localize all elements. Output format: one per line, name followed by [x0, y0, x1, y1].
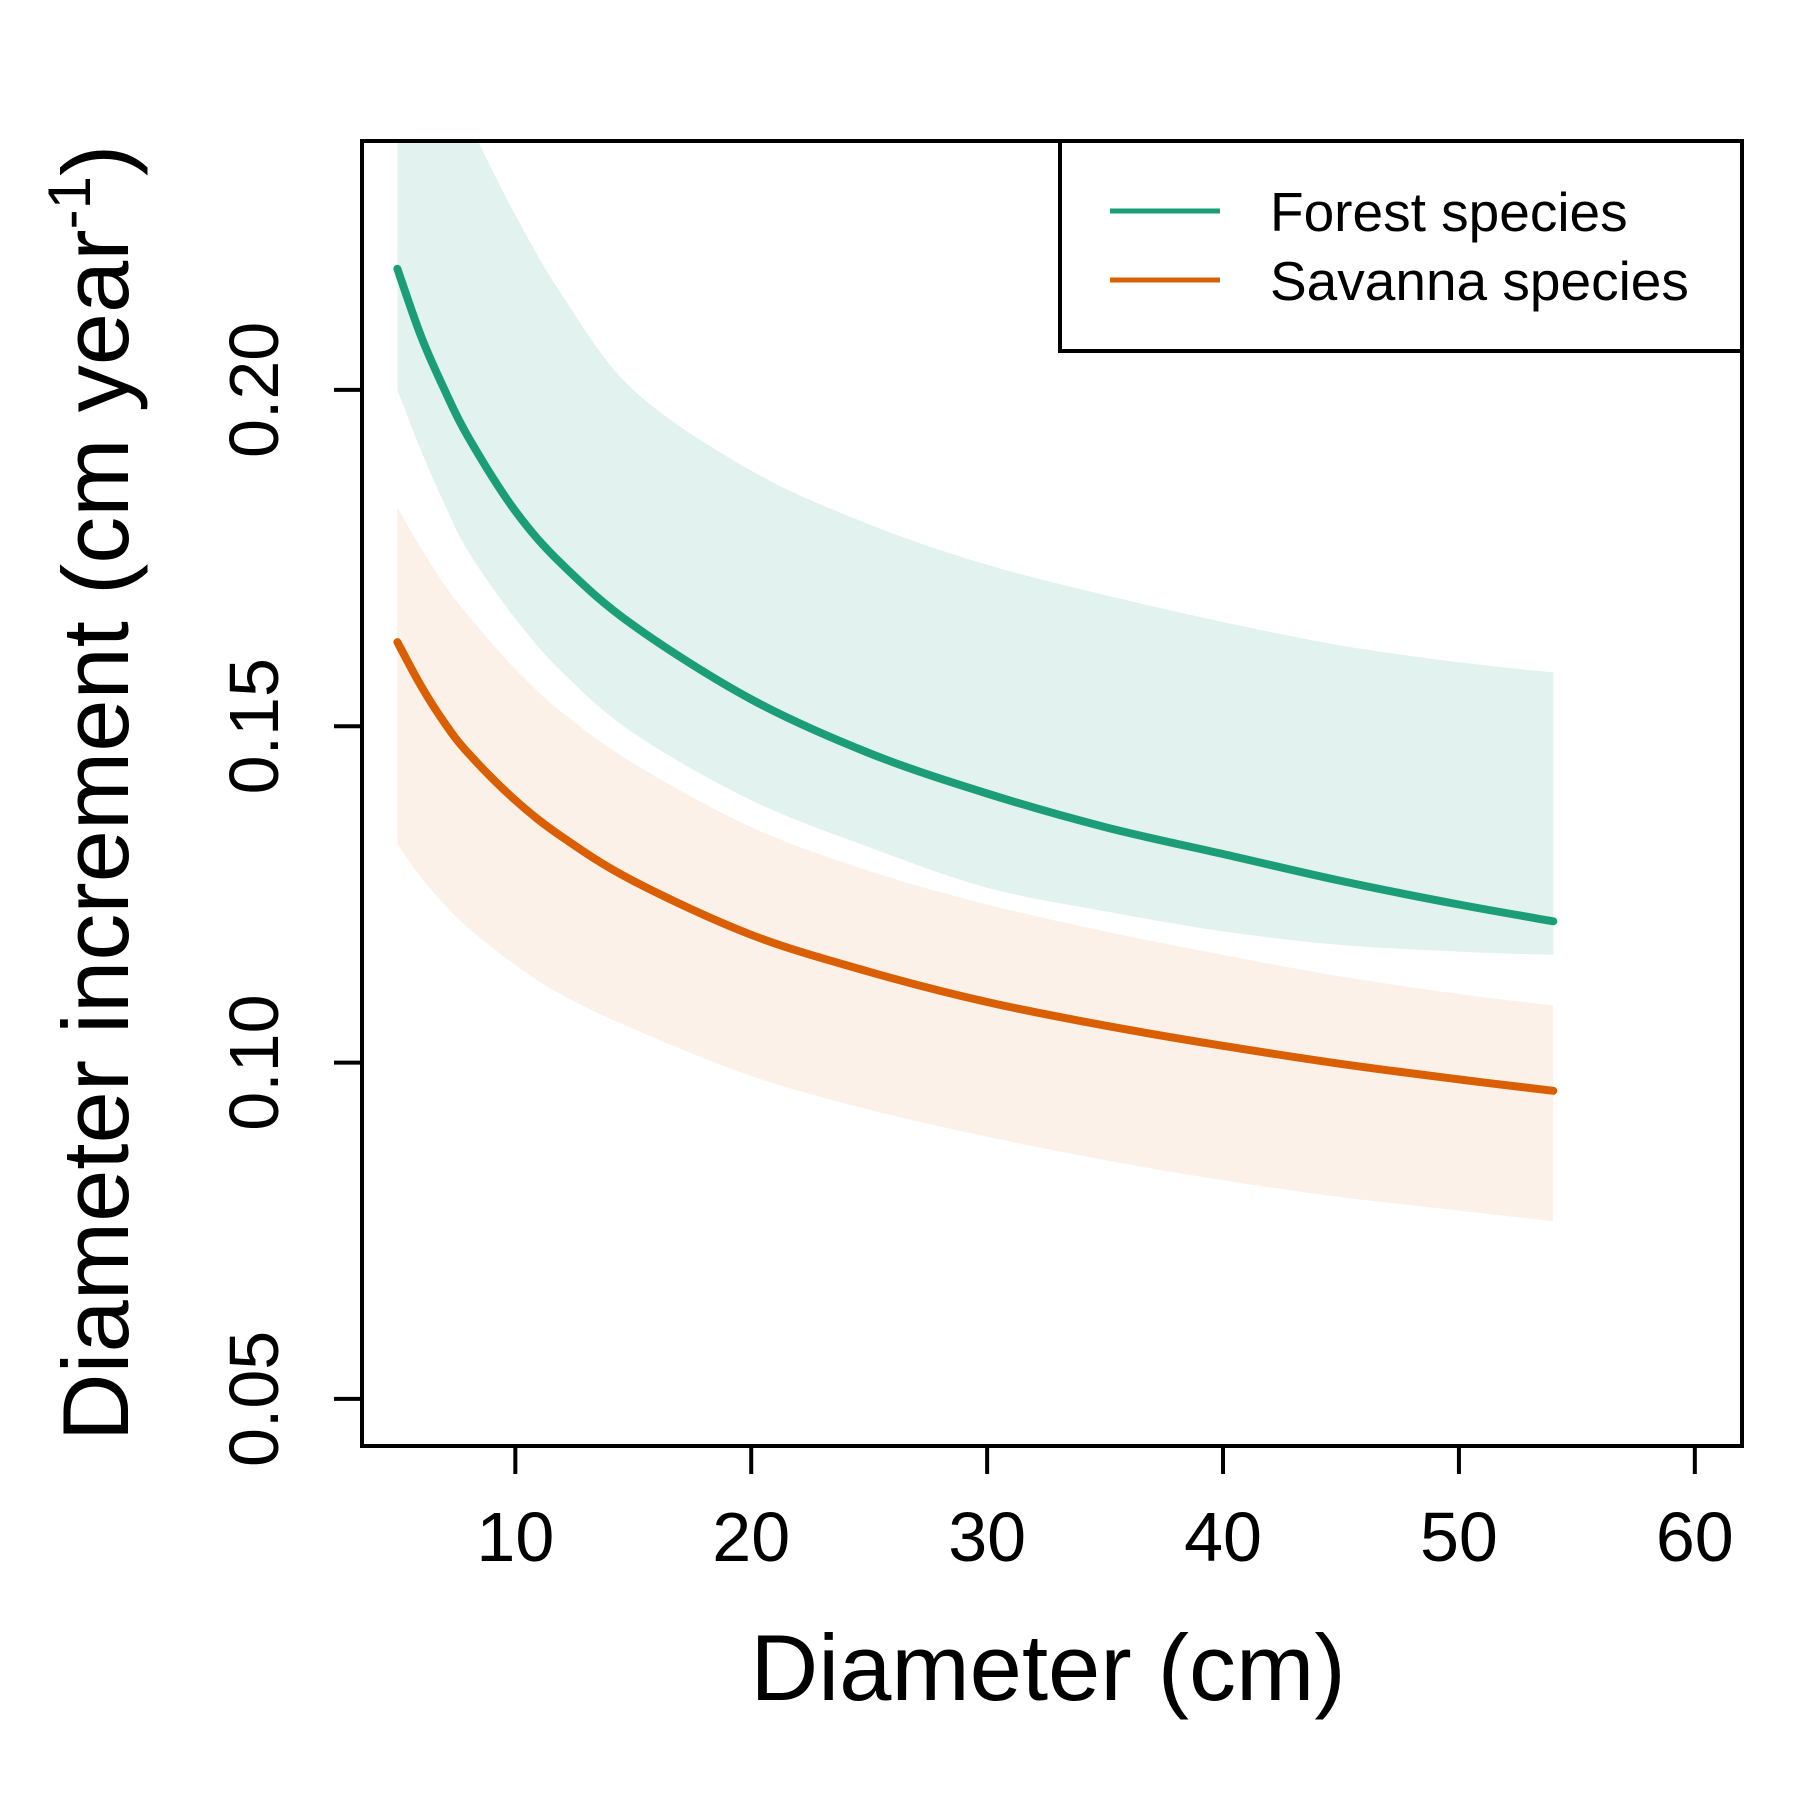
x-tick-label: 60: [1656, 1498, 1734, 1576]
legend-box: [1058, 139, 1744, 353]
y-axis-title-superscript: -1: [36, 176, 103, 229]
legend-label-savanna: Savanna species: [1270, 250, 1689, 312]
x-axis: 10 20 30 40 50 60: [476, 1446, 1734, 1576]
y-axis-title-main: Diameter increment (cm year: [43, 229, 148, 1441]
x-tick-label: 40: [1184, 1498, 1262, 1576]
band-forest: [397, 141, 1554, 955]
x-tick-label: 50: [1420, 1498, 1498, 1576]
confidence-bands: [397, 141, 1554, 1222]
y-tick-label: 0.15: [215, 658, 293, 794]
y-tick-label: 0.20: [215, 322, 293, 458]
y-tick-label: 0.05: [215, 1331, 293, 1467]
line-savanna: [393, 638, 1558, 1095]
x-axis-title: Diameter (cm): [750, 1615, 1345, 1720]
series-lines: [393, 264, 1558, 1095]
y-axis: 0.05 0.10 0.15 0.20: [215, 322, 362, 1467]
y-axis-title-close: ): [43, 145, 148, 176]
legend: Forest species Savanna species: [1058, 139, 1744, 353]
line-forest: [393, 264, 1558, 926]
y-tick-label: 0.10: [215, 994, 293, 1130]
x-tick-label: 30: [948, 1498, 1026, 1576]
x-tick-label: 10: [476, 1498, 554, 1576]
plot-frame: [360, 139, 1744, 1448]
x-tick-label: 20: [712, 1498, 790, 1576]
band-savanna: [397, 507, 1554, 1222]
legend-label-forest: Forest species: [1270, 181, 1628, 243]
y-axis-title: Diameter increment (cm year-1): [36, 145, 148, 1442]
